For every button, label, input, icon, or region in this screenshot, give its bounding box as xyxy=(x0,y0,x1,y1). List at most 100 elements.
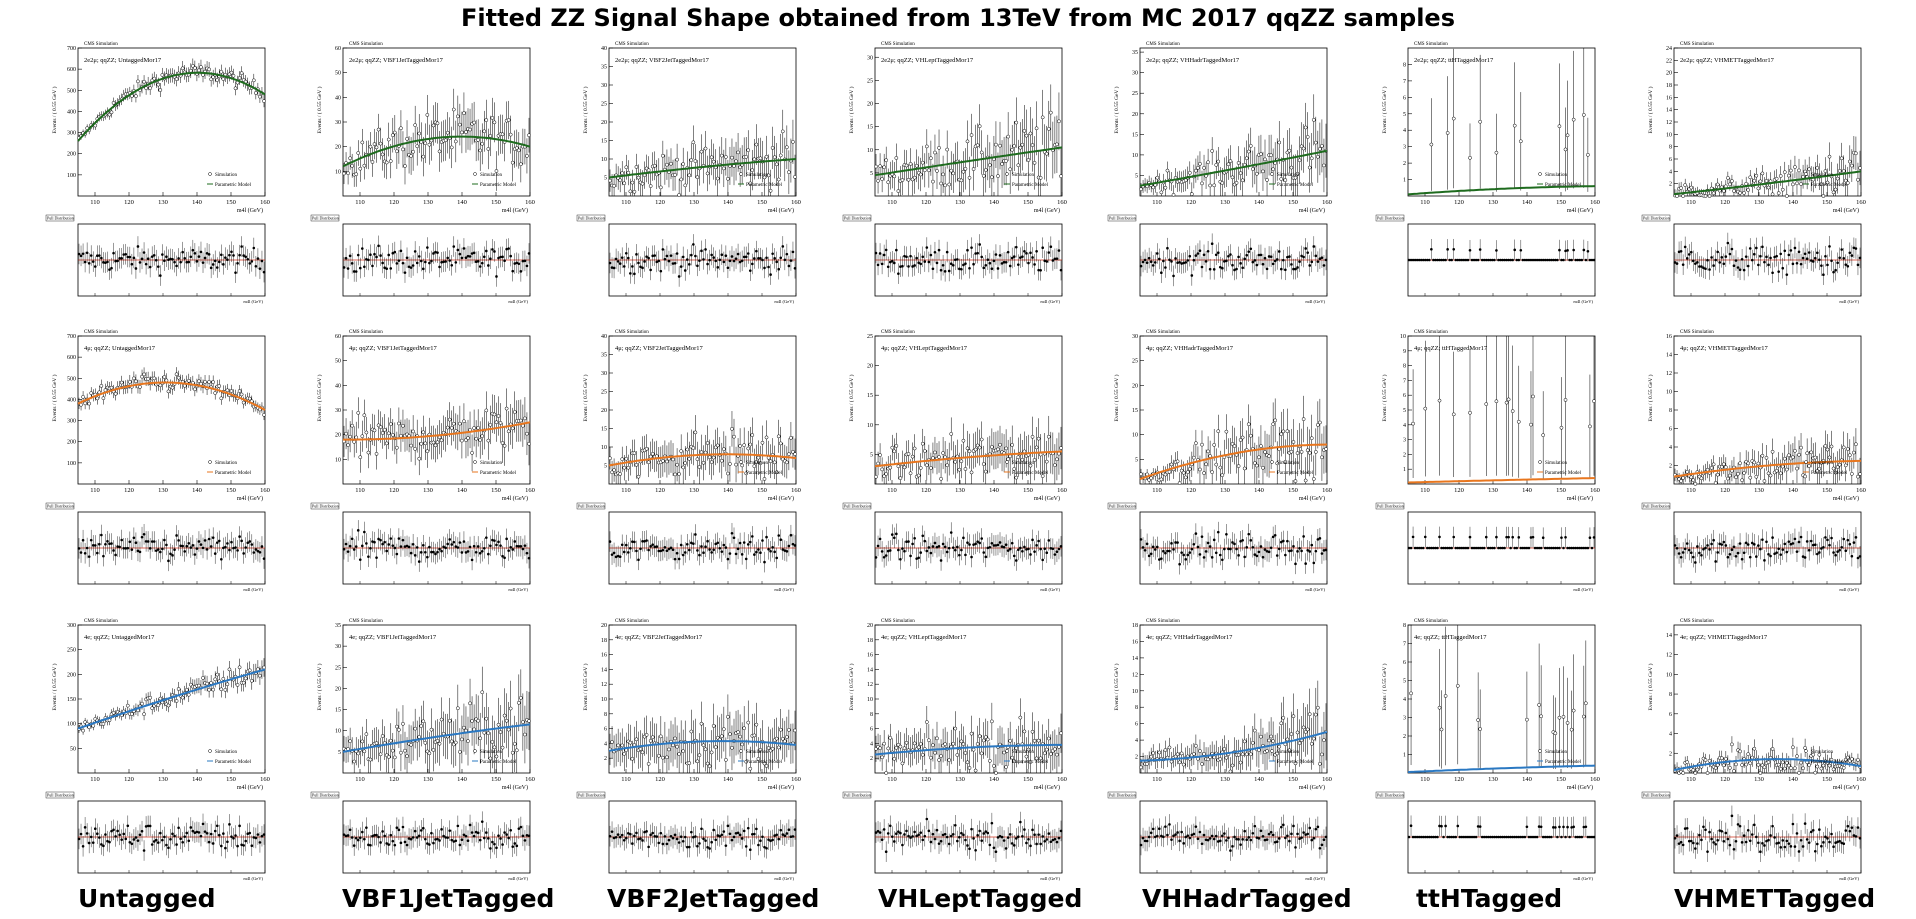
data-point xyxy=(748,181,753,186)
pull-point xyxy=(1231,263,1234,267)
data-point xyxy=(1032,161,1037,165)
pull-point xyxy=(1204,260,1208,263)
pull-point xyxy=(647,548,650,552)
pull-point xyxy=(702,551,705,555)
data-point xyxy=(445,130,450,135)
pull-point xyxy=(1043,259,1047,263)
pull-point xyxy=(450,263,454,267)
data-point xyxy=(109,385,114,390)
pull-point xyxy=(742,255,746,259)
pull-point xyxy=(1237,554,1240,557)
data-point xyxy=(646,460,651,465)
data-point xyxy=(101,396,106,401)
data-point xyxy=(1242,466,1247,471)
pull-point xyxy=(949,262,953,266)
pull-label-box xyxy=(576,214,606,222)
pull-point xyxy=(1482,546,1486,550)
pull-point xyxy=(246,257,250,261)
pull-point xyxy=(677,275,681,278)
pull-point xyxy=(1574,546,1578,550)
pull-point xyxy=(712,256,715,259)
cms-label: CMS Simulation xyxy=(881,42,915,47)
pull-point xyxy=(1478,248,1482,251)
data-point xyxy=(1277,140,1282,145)
pull-point xyxy=(890,533,894,536)
data-point xyxy=(437,149,442,154)
data-point xyxy=(996,174,1000,178)
pull-point xyxy=(620,543,624,547)
pull-point xyxy=(156,548,160,551)
pull-point xyxy=(1147,256,1151,260)
pull-point xyxy=(1507,258,1510,262)
pull-point xyxy=(413,250,417,253)
data-point xyxy=(1732,189,1736,193)
data-point xyxy=(1255,463,1259,468)
model-curve xyxy=(874,146,1063,177)
pull-point xyxy=(1279,540,1283,544)
data-point xyxy=(695,175,700,179)
pull-point xyxy=(1556,258,1559,262)
data-point xyxy=(480,434,485,438)
legend-model-label: Parametric Model xyxy=(1012,471,1049,476)
data-point xyxy=(142,372,146,377)
pull-point xyxy=(417,255,421,258)
pull-point xyxy=(1014,245,1018,249)
data-point xyxy=(728,462,732,466)
data-point xyxy=(1000,162,1004,166)
pull-point xyxy=(1149,552,1153,556)
pull-point xyxy=(728,259,732,263)
pull-point xyxy=(761,258,764,262)
data-point xyxy=(691,140,696,145)
pull-point xyxy=(972,262,975,266)
pull-point xyxy=(1848,251,1852,255)
x-tick-label: 110 xyxy=(1686,199,1696,206)
pull-point xyxy=(159,274,162,277)
pull-point xyxy=(1304,247,1307,250)
pull-point xyxy=(1685,257,1689,260)
data-point xyxy=(1232,444,1237,448)
panel-title: 4μ; qqZZ; ttHTaggedMor17 xyxy=(1414,345,1488,352)
data-point xyxy=(730,155,734,160)
pull-point xyxy=(411,264,415,267)
pull-point xyxy=(1742,268,1746,272)
y-tick-label: 2 xyxy=(1403,161,1406,167)
pull-point xyxy=(992,544,996,547)
pull-point xyxy=(1184,261,1188,264)
pull-point xyxy=(185,260,189,264)
data-point xyxy=(929,156,933,161)
pull-point xyxy=(411,542,415,546)
pull-point xyxy=(622,550,626,554)
pull-point xyxy=(148,265,152,269)
pull-point xyxy=(161,547,164,551)
x-tick-label: 130 xyxy=(1754,487,1764,494)
legend-model-label: Parametric Model xyxy=(1012,183,1049,188)
data-point xyxy=(460,438,464,443)
data-point xyxy=(622,181,627,186)
data-point xyxy=(650,452,655,456)
x-tick-label: 120 xyxy=(1720,199,1730,206)
pull-point xyxy=(167,258,170,261)
pull-point xyxy=(132,256,136,260)
pull-point xyxy=(1298,260,1301,263)
pull-point xyxy=(620,256,624,259)
pull-point xyxy=(1529,536,1533,539)
x-tick-label: 120 xyxy=(1186,199,1196,206)
pull-point xyxy=(430,550,433,554)
pull-point xyxy=(1568,258,1571,262)
pull-point xyxy=(1223,260,1226,263)
y-tick-label: 7 xyxy=(1403,378,1406,384)
y-tick-label: 60 xyxy=(335,46,341,52)
data-point xyxy=(1212,443,1217,447)
data-point xyxy=(1689,185,1694,190)
data-point xyxy=(399,433,403,438)
pull-point xyxy=(913,264,916,267)
pull-point xyxy=(1531,535,1535,539)
legend-sim-marker xyxy=(1804,172,1808,176)
x-tick-label: 160 xyxy=(525,199,535,206)
y-axis-label: Events / ( 0.55 GeV ) xyxy=(848,374,855,421)
pull-point xyxy=(354,545,358,548)
pull-point xyxy=(1208,267,1212,271)
pull-point xyxy=(696,264,699,268)
x-tick-label: 160 xyxy=(1856,199,1866,206)
